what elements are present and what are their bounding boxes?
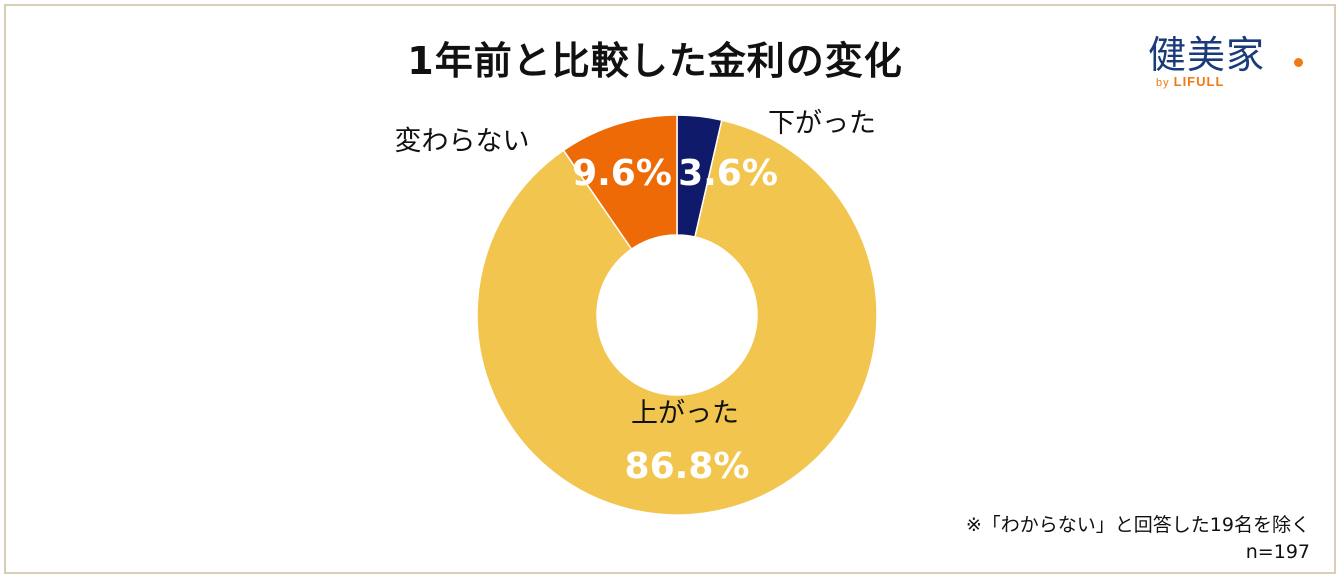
slice-value-0: 3.6% (678, 153, 778, 194)
kenbiya-logo[interactable]: 健美家 by LIFULL (1148, 24, 1308, 94)
chart-note: ※「わからない」と回答した19名を除く (965, 514, 1310, 536)
slice-1 (476, 119, 878, 516)
logo-sub: by LIFULL (1156, 74, 1224, 89)
slice-value-2: 9.6% (572, 153, 672, 194)
logo-by: by (1156, 77, 1170, 89)
logo-text: 健美家 (1148, 33, 1266, 77)
chart-title: 1年前と比較した金利の変化 (407, 39, 903, 83)
sample-size: n=197 (1245, 541, 1310, 563)
slice-label-2: 変わらない (395, 126, 530, 157)
logo-brand: LIFULL (1173, 74, 1225, 89)
slice-label-1: 上がった (631, 398, 739, 429)
slice-label-0: 下がった (768, 108, 876, 139)
logo-dot-icon (1294, 58, 1303, 67)
chart-frame (4, 4, 1336, 574)
slice-value-1: 86.8% (625, 446, 750, 487)
slice-2 (562, 114, 678, 251)
